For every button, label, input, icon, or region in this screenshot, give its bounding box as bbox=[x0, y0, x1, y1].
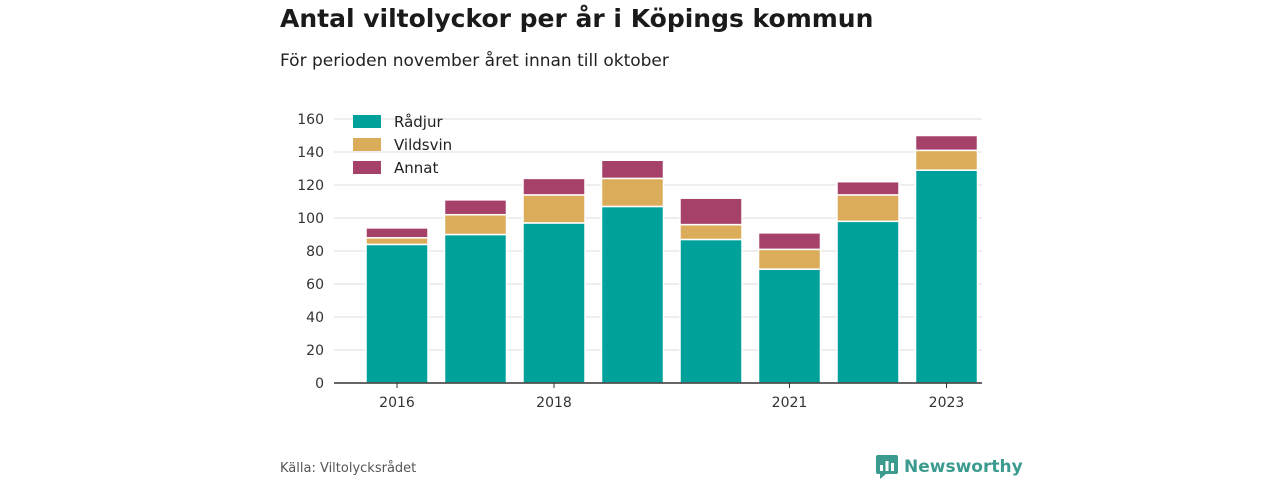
y-tick-label: 120 bbox=[297, 178, 324, 194]
brand-name: Newsworthy bbox=[904, 457, 1023, 477]
y-tick-label: 140 bbox=[297, 145, 324, 161]
bar-chart-logo-icon bbox=[876, 455, 898, 479]
bar-annat-2022 bbox=[836, 180, 900, 196]
bar-annat-2020 bbox=[679, 197, 743, 226]
y-tick-label: 160 bbox=[297, 112, 324, 128]
bar-vildsvin-2017 bbox=[443, 213, 508, 236]
bar-vildsvin-2021 bbox=[757, 248, 822, 270]
bar-rådjur-2017 bbox=[443, 233, 508, 384]
bar-annat-2021 bbox=[757, 232, 822, 251]
bar-vildsvin-2023 bbox=[914, 149, 979, 171]
bar-vildsvin-2022 bbox=[836, 194, 900, 223]
y-tick-label: 100 bbox=[297, 211, 324, 227]
legend-label-vildsvin: Vildsvin bbox=[394, 136, 452, 154]
bar-rådjur-2016 bbox=[365, 243, 429, 384]
legend-label-rådjur: Rådjur bbox=[394, 113, 443, 131]
bar-rådjur-2019 bbox=[600, 205, 665, 384]
y-tick-label: 60 bbox=[306, 277, 324, 293]
legend-swatch-vildsvin bbox=[353, 138, 381, 151]
bar-annat-2016 bbox=[365, 227, 429, 239]
x-tick-label: 2023 bbox=[929, 395, 965, 411]
bar-vildsvin-2016 bbox=[365, 237, 429, 246]
legend-label-annat: Annat bbox=[394, 159, 438, 177]
legend-swatch-annat bbox=[353, 161, 381, 174]
bar-annat-2018 bbox=[522, 177, 586, 196]
y-tick-label: 80 bbox=[306, 244, 324, 260]
bar-rådjur-2021 bbox=[757, 268, 822, 384]
y-tick-label: 0 bbox=[315, 376, 324, 392]
chart-subtitle: För perioden november året innan till ok… bbox=[280, 51, 669, 71]
bar-rådjur-2020 bbox=[679, 238, 743, 384]
chart-title: Antal viltolyckor per år i Köpings kommu… bbox=[280, 4, 874, 33]
brand-logo: Newsworthy bbox=[876, 455, 1023, 479]
legend-swatch-rådjur bbox=[353, 115, 381, 128]
bar-rådjur-2022 bbox=[836, 220, 900, 384]
y-tick-label: 20 bbox=[306, 343, 324, 359]
source-note: Källa: Viltolycksrådet bbox=[280, 461, 417, 476]
bar-vildsvin-2020 bbox=[679, 223, 743, 241]
x-tick-label: 2021 bbox=[772, 395, 808, 411]
y-tick-label: 40 bbox=[306, 310, 324, 326]
bar-annat-2017 bbox=[443, 199, 508, 216]
bar-rådjur-2018 bbox=[522, 222, 586, 384]
stacked-bar-chart: 0 20 40 60 80 100 120 140 160 2016 2018 2021 2023 Råd… bbox=[297, 112, 982, 411]
bar-rådjur-2023 bbox=[914, 169, 979, 384]
bar-vildsvin-2019 bbox=[600, 177, 665, 208]
x-tick-label: 2018 bbox=[536, 395, 572, 411]
bar-annat-2019 bbox=[600, 159, 665, 180]
bar-vildsvin-2018 bbox=[522, 194, 586, 224]
bar-annat-2023 bbox=[914, 134, 979, 152]
x-tick-label: 2016 bbox=[379, 395, 415, 411]
